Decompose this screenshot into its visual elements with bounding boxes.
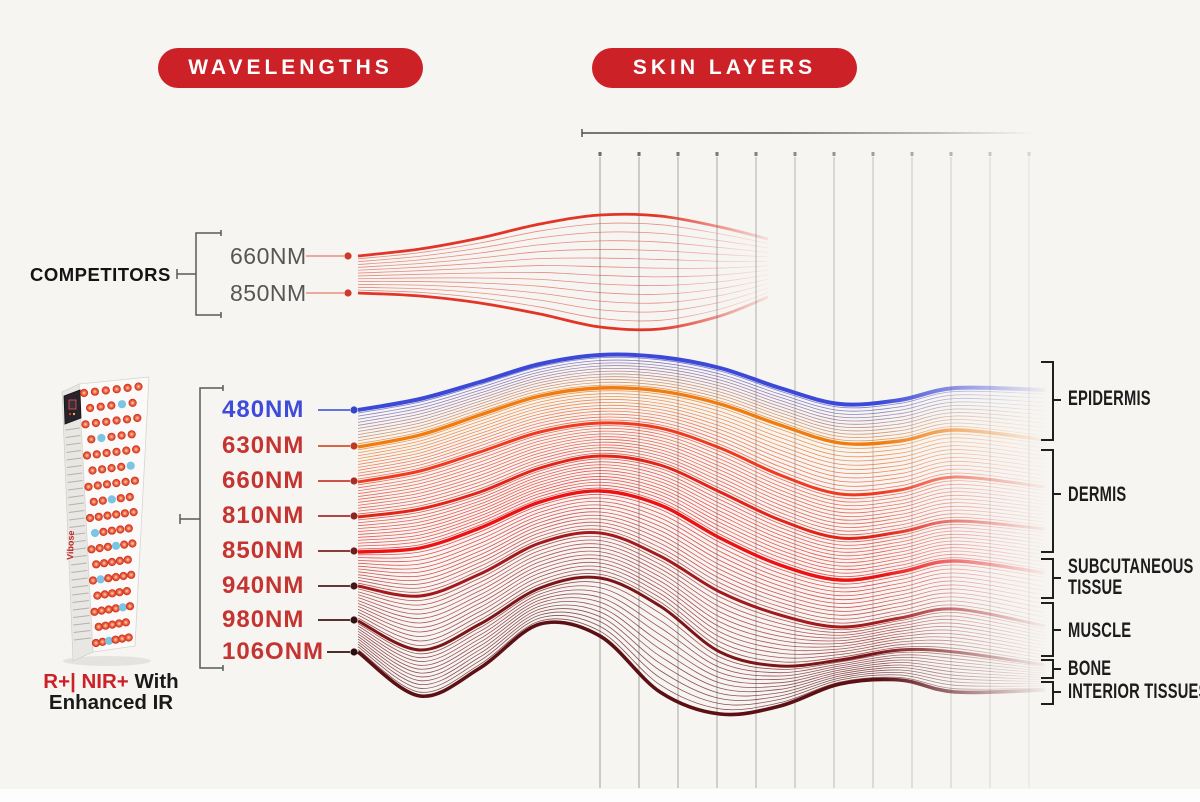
device-caption: R+| NIR+ With Enhanced IR: [26, 671, 196, 713]
wave-810nm: [357, 454, 1046, 540]
therapy-panel-device: Vibose: [61, 376, 151, 666]
wavelength-label: 980NM: [222, 606, 305, 633]
skin-layer-label: SUBCUTANEOUS TISSUE: [1068, 555, 1194, 599]
wave-940nm: [357, 531, 1046, 629]
brackets: [176, 230, 1061, 705]
competitor-wavelength-label: 660NM: [230, 243, 307, 269]
wavelength-label: 660NM: [222, 467, 305, 494]
wave-106onm: [356, 620, 1046, 717]
skin-layer-bracket: [1041, 361, 1061, 441]
competitors-label: COMPETITORS: [30, 264, 171, 285]
skin-layer-bracket: [1041, 558, 1061, 599]
wave-660nm: [357, 421, 1046, 497]
competitor-wave-bundle: [357, 212, 769, 332]
wavelength-penetration-bundle: [356, 352, 1046, 717]
skin-layer-bracket: [1041, 449, 1061, 553]
wave-480nm: [357, 352, 1046, 412]
skin-layers-pill-label: SKIN LAYERS: [632, 56, 817, 79]
wave-630nm: [357, 386, 1046, 449]
device-caption-highlight: R+| NIR+: [43, 670, 129, 693]
skin-layer-label: EPIDERMIS: [1068, 387, 1151, 410]
skin-layer-label: BONE: [1068, 657, 1112, 680]
device-caption-line2: Enhanced IR: [48, 691, 174, 714]
wavelengths-pill-label: WAVELENGTHS: [188, 56, 393, 79]
skin-layer-bracket: [1041, 659, 1061, 679]
competitor-wavelength-label: 850NM: [230, 280, 307, 306]
device-caption-suffix: With: [128, 670, 179, 693]
skin-layer-label: MUSCLE: [1068, 619, 1132, 642]
wavelength-label: 850NM: [222, 537, 305, 564]
device-brand: Vibose: [65, 530, 76, 560]
skin-layer-bracket: [1041, 681, 1061, 705]
wavelength-label: 106ONM: [222, 638, 325, 665]
skin-layer-label: DERMIS: [1068, 483, 1127, 506]
wavelength-label: 940NM: [222, 572, 305, 599]
wavelength-label: 810NM: [222, 502, 305, 529]
skin-layer-bracket: [1041, 602, 1061, 657]
skin-layer-label: INTERIOR TISSUES: [1068, 680, 1200, 703]
wavelengths-pill: WAVELENGTHS: [158, 48, 423, 88]
skin-layers-pill: SKIN LAYERS: [592, 48, 857, 88]
bottom-strip: [0, 789, 1200, 802]
wave-850nm: [357, 489, 1046, 582]
wavelength-label: 480NM: [222, 396, 305, 423]
label-connectors: [306, 252, 358, 656]
wavelength-label: 630NM: [222, 432, 305, 459]
wave-980nm: [357, 575, 1046, 668]
